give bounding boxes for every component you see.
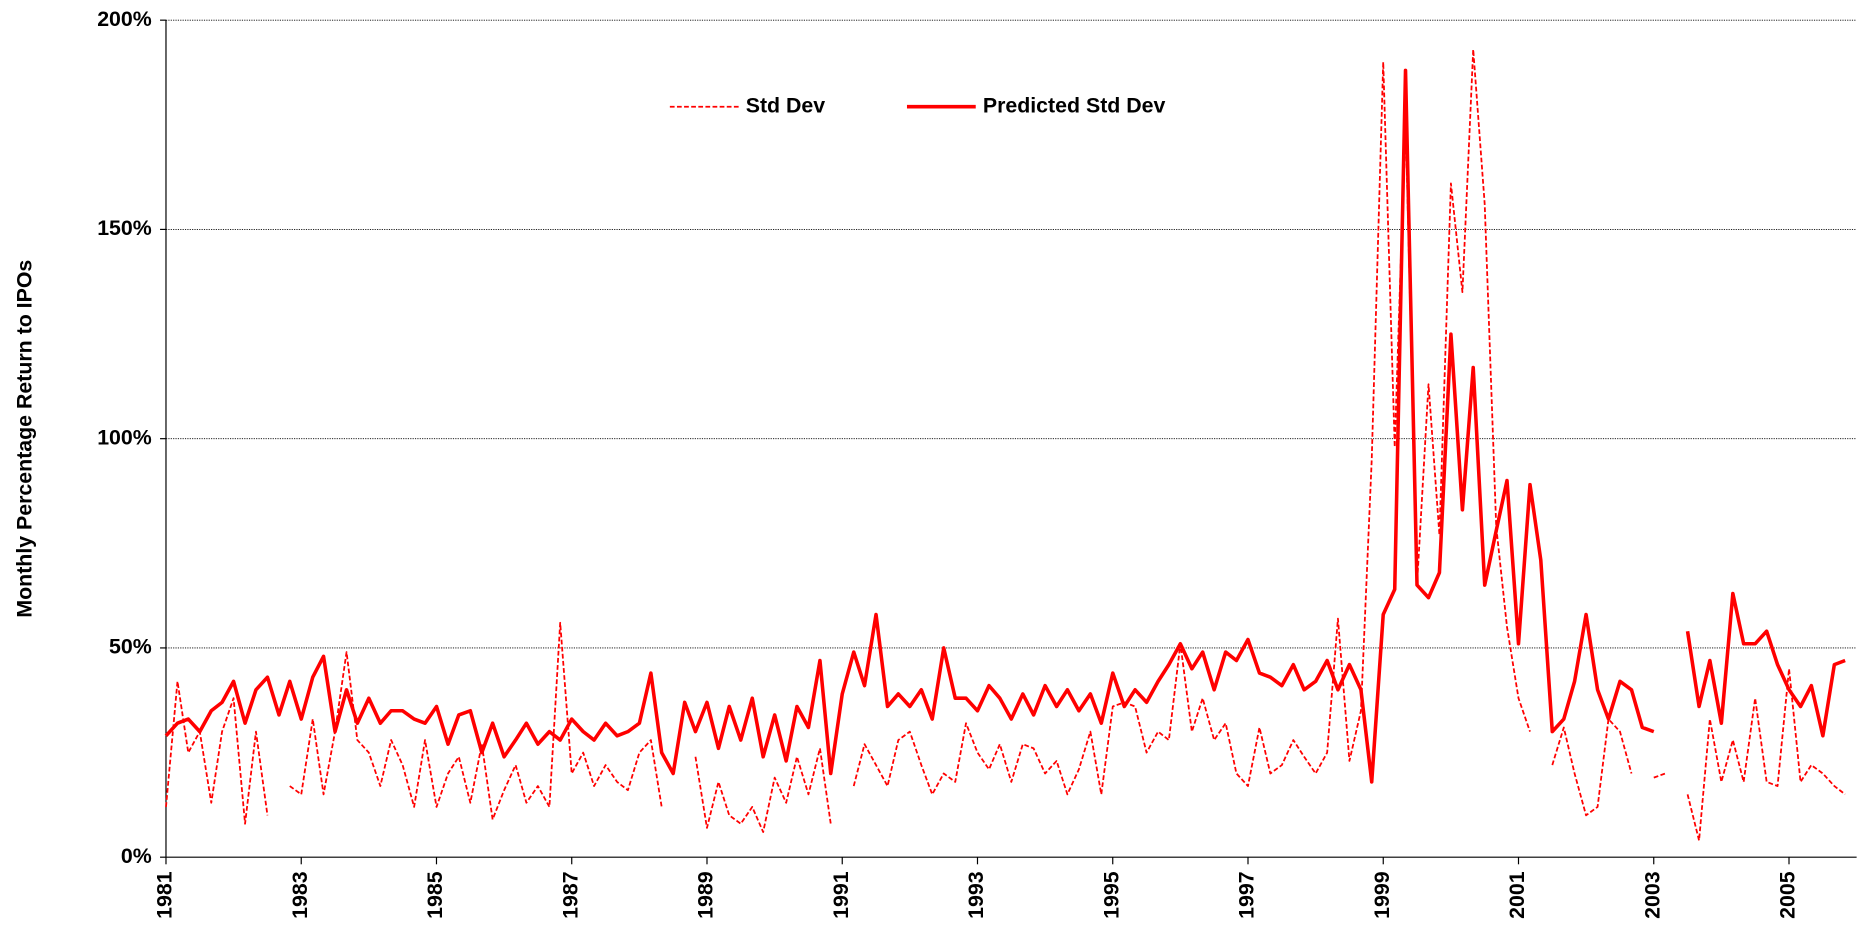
x-tick-label: 1991 [829, 871, 853, 919]
x-tick-label: 1981 [153, 871, 177, 919]
x-tick-label: 2003 [1640, 871, 1664, 919]
y-axis-label: Monthly Percentage Return to IPOs [13, 260, 37, 618]
x-tick-label: 1997 [1235, 871, 1259, 918]
y-tick-label: 100% [97, 425, 152, 449]
legend-label: Std Dev [746, 93, 826, 117]
x-tick-label: 1985 [423, 871, 447, 919]
y-tick-label: 50% [109, 635, 152, 659]
line-series [165, 48, 1846, 842]
y-tick-label: 200% [97, 7, 152, 31]
x-tick-label: 1987 [558, 871, 582, 918]
x-tick-label: 1993 [964, 871, 988, 919]
x-tick-label: 1995 [1099, 871, 1123, 919]
y-tick-label: 150% [97, 216, 152, 240]
x-tick-label: 1983 [288, 871, 312, 919]
x-tick-label: 2005 [1776, 871, 1800, 919]
x-tick-label: 1999 [1370, 871, 1394, 919]
x-tick-label: 2001 [1505, 871, 1529, 919]
x-tick-label: 1989 [694, 871, 718, 919]
legend-label: Predicted Std Dev [983, 93, 1166, 117]
line-series [164, 68, 1846, 784]
y-tick-label: 0% [121, 844, 152, 868]
